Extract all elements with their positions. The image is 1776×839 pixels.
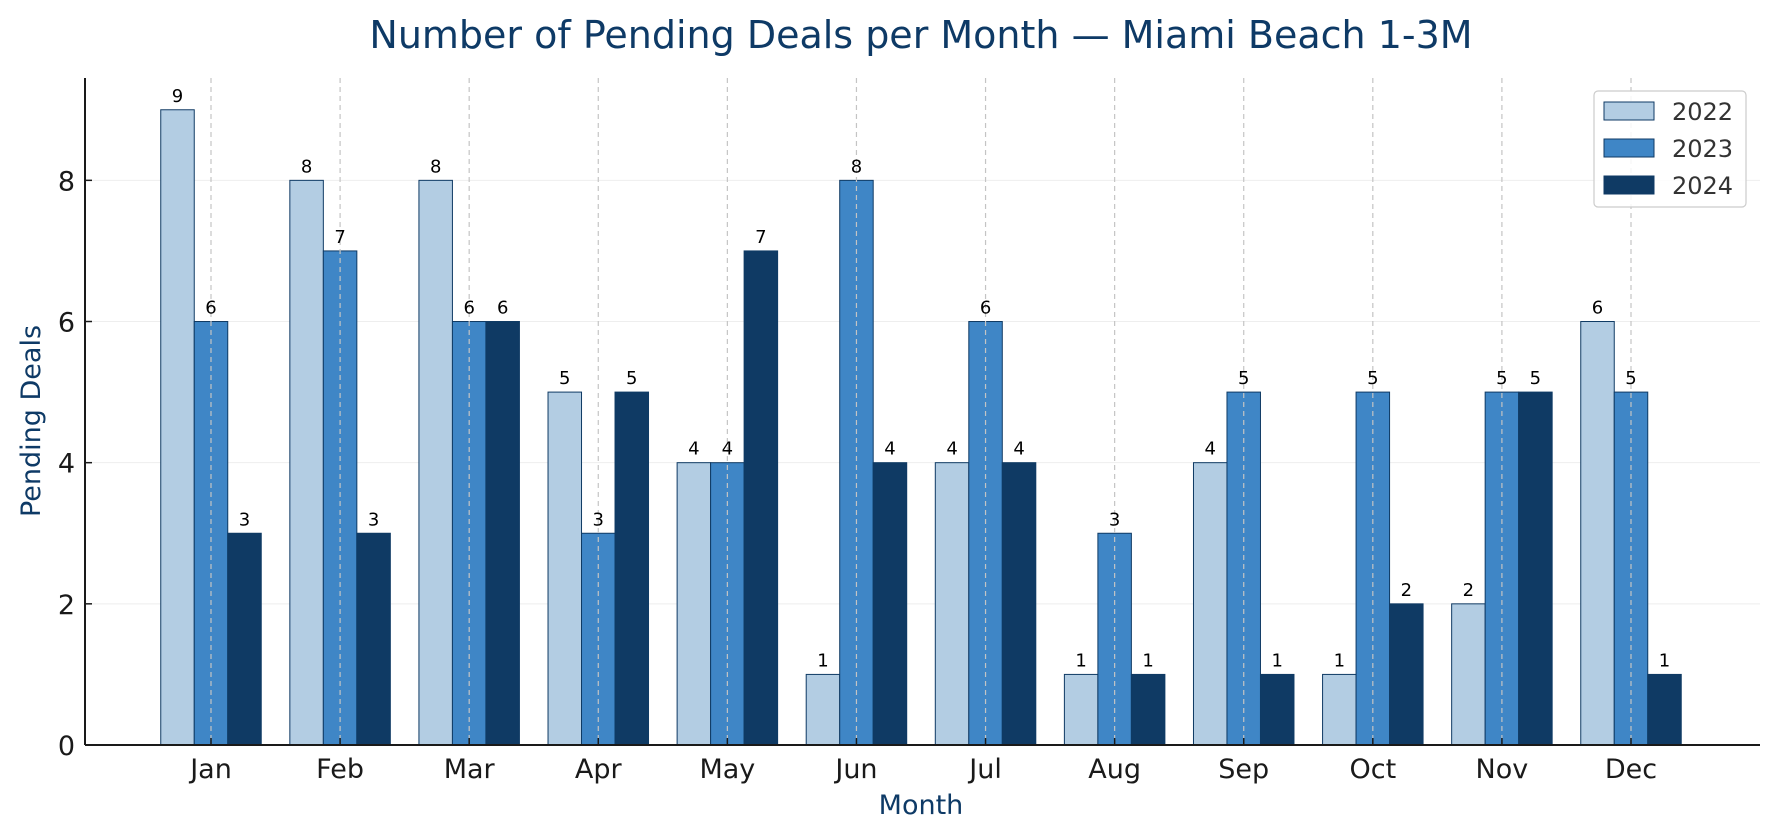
bar-value-label: 1 xyxy=(1075,650,1086,671)
legend-label-2024: 2024 xyxy=(1672,172,1733,200)
legend: 2022 2023 2024 xyxy=(1593,90,1747,208)
bar-value-label: 1 xyxy=(817,650,828,671)
bar-2022-jan xyxy=(160,109,195,746)
x-tick-label: Feb xyxy=(316,754,364,785)
x-tick-label: Sep xyxy=(1218,754,1269,785)
y-tick-label: 8 xyxy=(58,166,75,197)
bar-2024-nov xyxy=(1518,391,1553,746)
bar-2022-apr xyxy=(547,391,583,746)
bar-2022-dec xyxy=(1580,321,1615,746)
legend-swatch-2024 xyxy=(1603,175,1655,195)
bar-2022-mar xyxy=(418,179,453,746)
bar-value-label: 5 xyxy=(1530,368,1541,389)
bar-2024-jan xyxy=(227,532,262,746)
bar-value-label: 3 xyxy=(593,509,604,530)
bar-value-label: 3 xyxy=(1109,509,1120,530)
bar-2024-may xyxy=(743,250,779,746)
bar-2023-jun xyxy=(839,179,874,746)
bar-value-label: 8 xyxy=(851,156,862,177)
bar-value-label: 5 xyxy=(1625,368,1636,389)
bar-labels: 9 8 8 5 4 1 4 1 4 1 2 6 6 7 6 3 4 8 6 3 5 5 5 5 3 3 6 5 7 4 4 1 1 2 5 1 xyxy=(172,86,1670,672)
legend-label-2022: 2022 xyxy=(1672,98,1733,126)
bar-value-label: 5 xyxy=(1238,368,1249,389)
bar-value-label: 7 xyxy=(334,227,345,248)
bar-2022-feb xyxy=(289,179,324,746)
bar-value-label: 3 xyxy=(368,509,379,530)
x-tick-label: May xyxy=(699,754,755,785)
bar-value-label: 4 xyxy=(884,439,895,460)
bar-value-label: 1 xyxy=(1142,650,1153,671)
bar-value-label: 4 xyxy=(1205,439,1216,460)
bar-2022-aug xyxy=(1063,673,1099,746)
bar-value-label: 3 xyxy=(239,509,250,530)
y-axis-label: Pending Deals xyxy=(16,325,47,517)
x-tick-label: Apr xyxy=(575,754,623,785)
bar-value-label: 6 xyxy=(497,298,508,319)
chart-title: Number of Pending Deals per Month — Miam… xyxy=(369,13,1472,57)
y-tick-label: 4 xyxy=(58,449,75,480)
bar-value-label: 8 xyxy=(430,156,441,177)
x-tick-label: Jun xyxy=(833,754,877,785)
bar-value-label: 5 xyxy=(626,368,637,389)
bar-2024-mar xyxy=(485,321,520,746)
x-tick-label: Jan xyxy=(188,754,232,785)
bar-2024-dec xyxy=(1647,673,1682,746)
bar-value-label: 6 xyxy=(1592,298,1603,319)
bar-value-label: 5 xyxy=(1496,368,1507,389)
bar-2024-jul xyxy=(1001,462,1037,746)
bar-value-label: 5 xyxy=(559,368,570,389)
x-tick-label: Mar xyxy=(444,754,496,785)
bar-2024-apr xyxy=(614,391,650,746)
bar-value-label: 5 xyxy=(1367,368,1378,389)
bar-value-label: 6 xyxy=(980,298,991,319)
y-tick-label: 2 xyxy=(58,590,75,621)
bar-2022-nov xyxy=(1451,603,1486,746)
bar-value-label: 2 xyxy=(1463,580,1474,601)
bar-2024-aug xyxy=(1130,673,1166,746)
bar-2022-jun xyxy=(805,673,841,746)
x-tick-label: Jul xyxy=(967,754,1002,785)
bar-value-label: 6 xyxy=(463,298,474,319)
bar-2022-sep xyxy=(1192,462,1228,746)
bar-2024-jun xyxy=(872,462,908,746)
y-tick-label: 6 xyxy=(58,308,75,339)
bar-value-label: 1 xyxy=(1659,650,1670,671)
bar-2024-sep xyxy=(1259,673,1295,746)
bar-value-label: 7 xyxy=(755,227,766,248)
bar-2022-jul xyxy=(934,462,970,746)
bar-value-label: 9 xyxy=(172,86,183,107)
x-tick-label: Dec xyxy=(1605,754,1657,785)
x-tick-label: Oct xyxy=(1349,754,1396,785)
bar-value-label: 4 xyxy=(688,439,699,460)
legend-label-2023: 2023 xyxy=(1672,135,1733,163)
x-tick-label: Aug xyxy=(1088,754,1141,785)
bar-value-label: 4 xyxy=(722,439,733,460)
legend-swatch-2022 xyxy=(1603,101,1655,121)
axes: 0 2 4 6 8 Jan Feb Mar Apr May Jun Jul Aug Sep Oct Nov De… xyxy=(58,78,1760,785)
bar-value-label: 1 xyxy=(1334,650,1345,671)
bar-value-label: 6 xyxy=(205,298,216,319)
bar-value-label: 4 xyxy=(946,439,957,460)
bar-2022-may xyxy=(676,462,712,746)
bar-2024-oct xyxy=(1389,603,1424,746)
bar-2024-feb xyxy=(356,532,391,746)
x-axis-label: Month xyxy=(879,790,964,821)
bar-2022-oct xyxy=(1322,673,1357,746)
bar-value-label: 8 xyxy=(301,156,312,177)
bars xyxy=(160,109,1682,746)
bar-value-label: 2 xyxy=(1401,580,1412,601)
bar-value-label: 4 xyxy=(1013,439,1024,460)
bar-value-label: 1 xyxy=(1272,650,1283,671)
legend-swatch-2023 xyxy=(1603,138,1655,158)
y-tick-label: 0 xyxy=(58,731,75,762)
x-tick-label: Nov xyxy=(1476,754,1529,785)
